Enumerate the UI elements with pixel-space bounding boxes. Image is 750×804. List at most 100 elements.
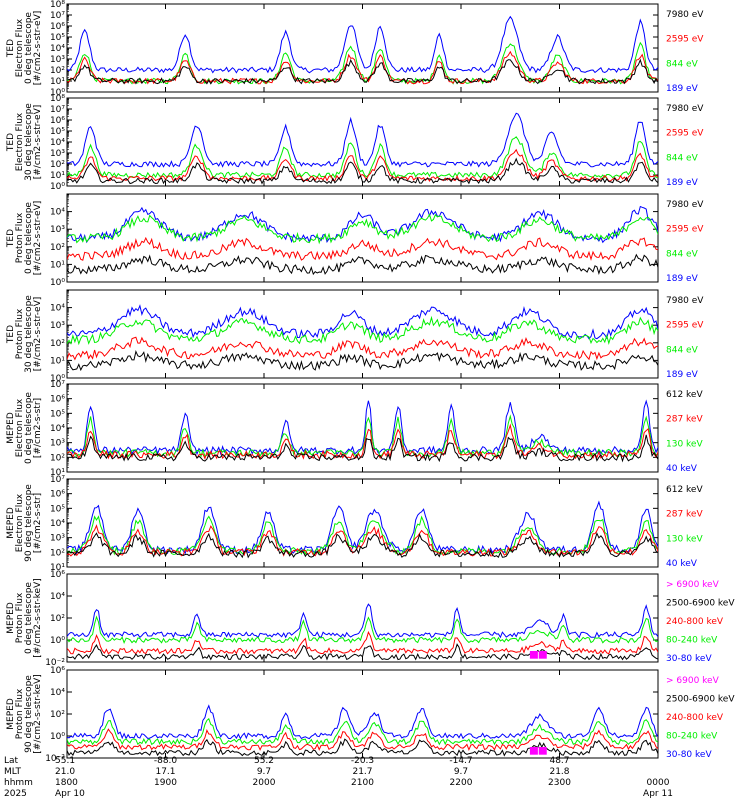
legend-entry: 612 keV [666, 485, 703, 495]
series-blue-line [67, 399, 658, 456]
y-axis-title-line: Proton Flux [15, 212, 25, 263]
y-axis-title-line: Proton Flux [15, 592, 25, 643]
series-group [67, 304, 658, 372]
x-row-value: 21.8 [549, 767, 569, 777]
y-tick-label: 10⁴ [50, 519, 65, 529]
y-axis-title-line: [#/cm2-s-str-eV] [33, 11, 43, 86]
series-black-line [67, 643, 658, 661]
y-tick-label: 10⁴ [50, 208, 65, 218]
y-tick-label: 10⁶ [50, 490, 65, 500]
legend-entry: 2595 eV [666, 321, 704, 331]
series-green-line [67, 615, 658, 645]
y-tick-label: 10⁵ [50, 33, 65, 43]
series-black-line [67, 253, 658, 276]
panel-5: 10¹ 10² 10³ 10⁴ 10⁵ 10⁶ 10⁷ MEPED Electron Flux 0… [6, 380, 703, 478]
y-tick-label: 10³ [50, 439, 65, 449]
y-tick-label: 10⁸ [50, 0, 65, 10]
y-axis-title-line: TED [6, 229, 16, 248]
legend-entry: 189 eV [666, 178, 699, 188]
legend-entry: 2595 eV [666, 129, 704, 139]
y-axis-title-line: [#/cm2-s-str] [33, 398, 43, 458]
legend-entry: 240-800 keV [666, 617, 724, 627]
y-axis-title-line: 0 deg telescope [24, 582, 34, 654]
y-tick-label: 10⁰ [50, 732, 65, 742]
series-green-line [67, 136, 658, 179]
legend-entry: 7980 eV [666, 10, 704, 20]
y-tick-label: 10⁷ [50, 105, 65, 115]
x-row-value: 55.2 [254, 756, 274, 766]
y-tick-label: 10⁴ [50, 138, 65, 148]
legend-entry: 80-240 keV [666, 636, 718, 646]
x-row-value: 2100 [351, 778, 374, 788]
y-tick-label: 10⁰ [50, 374, 65, 384]
y-axis-title: TED Proton Flux 0 deg telescope [#/cm2-s-st… [6, 201, 43, 276]
legend-entry: 7980 eV [666, 296, 704, 306]
legend-entry: 189 eV [666, 370, 699, 380]
legend-entry: 844 eV [666, 249, 699, 259]
panel-6: 10¹ 10² 10³ 10⁴ 10⁵ 10⁶ 10⁷ MEPED Electron Flux 9… [6, 475, 703, 573]
legend-entry: 7980 eV [666, 104, 704, 114]
series-blue-line [67, 112, 658, 168]
legend-entry: 7980 eV [666, 200, 704, 210]
y-tick-label: 10⁵ [50, 504, 65, 514]
series-red-line [67, 336, 658, 361]
legend-entry: 844 eV [666, 153, 699, 163]
panel-4: 10⁰ 10¹ 10² 10³ 10⁴ TED Proton Flux 30 deg tele… [6, 289, 704, 384]
legend-entry: 80-240 keV [666, 732, 718, 742]
y-tick-label: 10⁴ [50, 688, 65, 698]
y-axis-title-line: TED [6, 325, 16, 344]
legend-entry: 287 keV [666, 415, 703, 425]
x-row-value: 48.7 [549, 756, 569, 766]
y-axis-title-line: Proton Flux [15, 308, 25, 359]
y-axis-title: MEPED Proton Flux 90 deg telescope [#/cm2-s… [6, 674, 43, 753]
legend-entry: > 6900 keV [666, 676, 720, 686]
y-tick-label: 10³ [50, 225, 65, 235]
y-axis-title-line: Electron Flux [15, 112, 25, 171]
x-row-value: 9.7 [257, 767, 271, 777]
y-tick-label: 10⁶ [50, 22, 65, 32]
y-axis-title-line: 90 deg telescope [24, 675, 34, 753]
series-group [67, 399, 658, 463]
series-blue-line [67, 704, 658, 740]
y-tick-label: 10¹ [50, 171, 65, 181]
y-axis-title-line: TED [6, 133, 16, 152]
series-group [67, 603, 658, 661]
legend-entry: 2500-6900 keV [666, 599, 735, 609]
series-red-line [67, 524, 658, 557]
legend-entry: 189 eV [666, 274, 699, 284]
y-axis-title-line: Proton Flux [15, 688, 25, 739]
legend-entry: 40 keV [666, 464, 698, 474]
x-row-value: 17.1 [155, 767, 175, 777]
legend-entry: 612 keV [666, 390, 703, 400]
series-group [67, 704, 658, 757]
series-group [67, 500, 658, 559]
panel-frame [66, 97, 659, 187]
y-tick-label: 10⁴ [50, 424, 65, 434]
panel-frame [66, 193, 659, 283]
y-axis-title-line: 0 deg telescope [24, 12, 34, 84]
y-axis-title-line: [#/cm2-s-str] [33, 493, 43, 553]
y-tick-label: 10² [50, 160, 65, 170]
series-red-line [67, 728, 658, 752]
x-row-value: -20.3 [351, 756, 374, 766]
y-tick-label: 10⁷ [50, 11, 65, 21]
y-tick-label: 10² [50, 66, 65, 76]
series-red-line [67, 630, 658, 655]
y-tick-label: 10⁵ [50, 409, 65, 419]
series-green-line [67, 717, 658, 746]
series-red-line [67, 423, 658, 460]
y-axis-title-line: Electron Flux [15, 18, 25, 77]
panel-7: 10⁻² 10⁰ 10² 10⁴ 10⁶ MEPED Proton Flux 0 deg te… [6, 570, 735, 668]
y-tick-label: 10³ [50, 55, 65, 65]
y-tick-label: 10⁸ [50, 94, 65, 104]
y-tick-label: 10⁴ [50, 304, 65, 314]
y-axis-title-line: [#/cm2-s-str-keV] [33, 674, 43, 753]
x-row-value: -88.0 [154, 756, 178, 766]
y-tick-label: 10¹ [50, 356, 65, 366]
legend-entry: 40 keV [666, 559, 698, 569]
legend-entry: 189 eV [666, 84, 699, 94]
legend-entry: 844 eV [666, 59, 699, 69]
y-axis-title-line: 90 deg telescope [24, 484, 34, 562]
y-axis-title-line: [#/cm2-s-str-eV] [33, 201, 43, 276]
